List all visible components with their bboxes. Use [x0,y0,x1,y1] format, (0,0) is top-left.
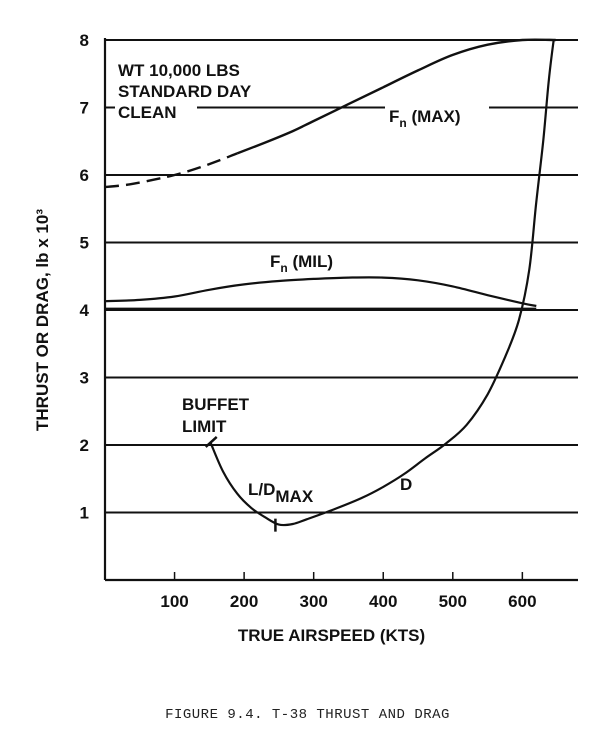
fn-max-label: Fn (MAX) [389,107,461,130]
x-tick-label: 500 [439,592,467,611]
x-tick-label: 200 [230,592,258,611]
x-tick-label: 400 [369,592,397,611]
fn-max-dashed-line [104,152,238,189]
y-tick-label: 1 [80,504,89,523]
y-tick-label: 4 [80,301,90,320]
x-tick-label: 100 [160,592,188,611]
y-axis-title: THRUST OR DRAG, lb x 10³ [33,209,52,431]
ld-max-label: L/DMAX [248,480,314,506]
drag-line [209,39,555,527]
fn-max-label-mask [385,104,489,129]
y-tick-label: 3 [80,369,89,388]
buffet-label: BUFFET [182,395,250,414]
y-tick-label: 2 [80,436,89,455]
y-tick-label: 5 [80,234,89,253]
fn-max-line [236,38,556,155]
drag-label: D [400,475,412,494]
x-axis-title: TRUE AIRSPEED (KTS) [238,626,425,645]
fn-mil-line [104,276,537,308]
info-box-line: WT 10,000 LBS [118,61,240,80]
y-tick-label: 6 [80,166,89,185]
info-box-line: STANDARD DAY [118,82,252,101]
figure-caption: FIGURE 9.4. T-38 THRUST AND DRAG [165,707,450,723]
limit-label: LIMIT [182,417,227,436]
fn-mil-label: Fn (MIL) [270,252,333,275]
x-tick-label: 600 [508,592,536,611]
buffet-point-marker [204,436,218,448]
info-box-mask [115,103,197,123]
y-tick-label: 7 [80,99,89,118]
y-tick-label: 8 [80,31,89,50]
x-tick-label: 300 [299,592,327,611]
info-box-line: CLEAN [118,103,177,122]
